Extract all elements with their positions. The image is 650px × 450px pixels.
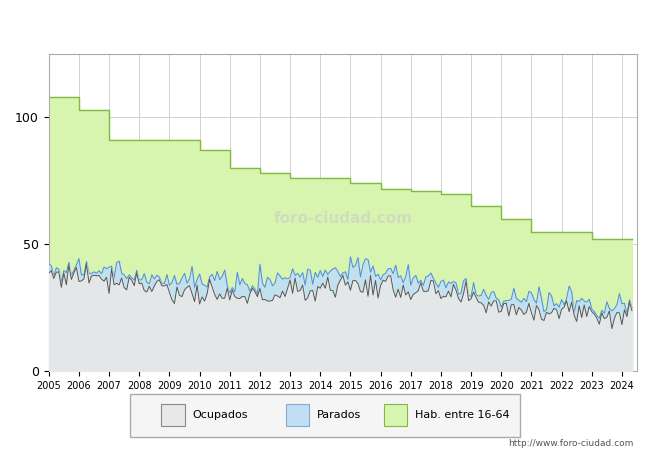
Bar	[161, 405, 185, 426]
Bar	[384, 405, 407, 426]
Bar	[286, 405, 309, 426]
Text: Hab. entre 16-64: Hab. entre 16-64	[415, 410, 510, 420]
Text: foro-ciudad.com: foro-ciudad.com	[274, 212, 412, 226]
Text: Ocupados: Ocupados	[192, 410, 248, 420]
Text: Constanzana - Evolucion de la poblacion en edad de Trabajar Mayo de 2024: Constanzana - Evolucion de la poblacion …	[82, 17, 568, 30]
FancyBboxPatch shape	[130, 394, 520, 436]
Text: Parados: Parados	[317, 410, 361, 420]
Text: http://www.foro-ciudad.com: http://www.foro-ciudad.com	[508, 439, 634, 448]
